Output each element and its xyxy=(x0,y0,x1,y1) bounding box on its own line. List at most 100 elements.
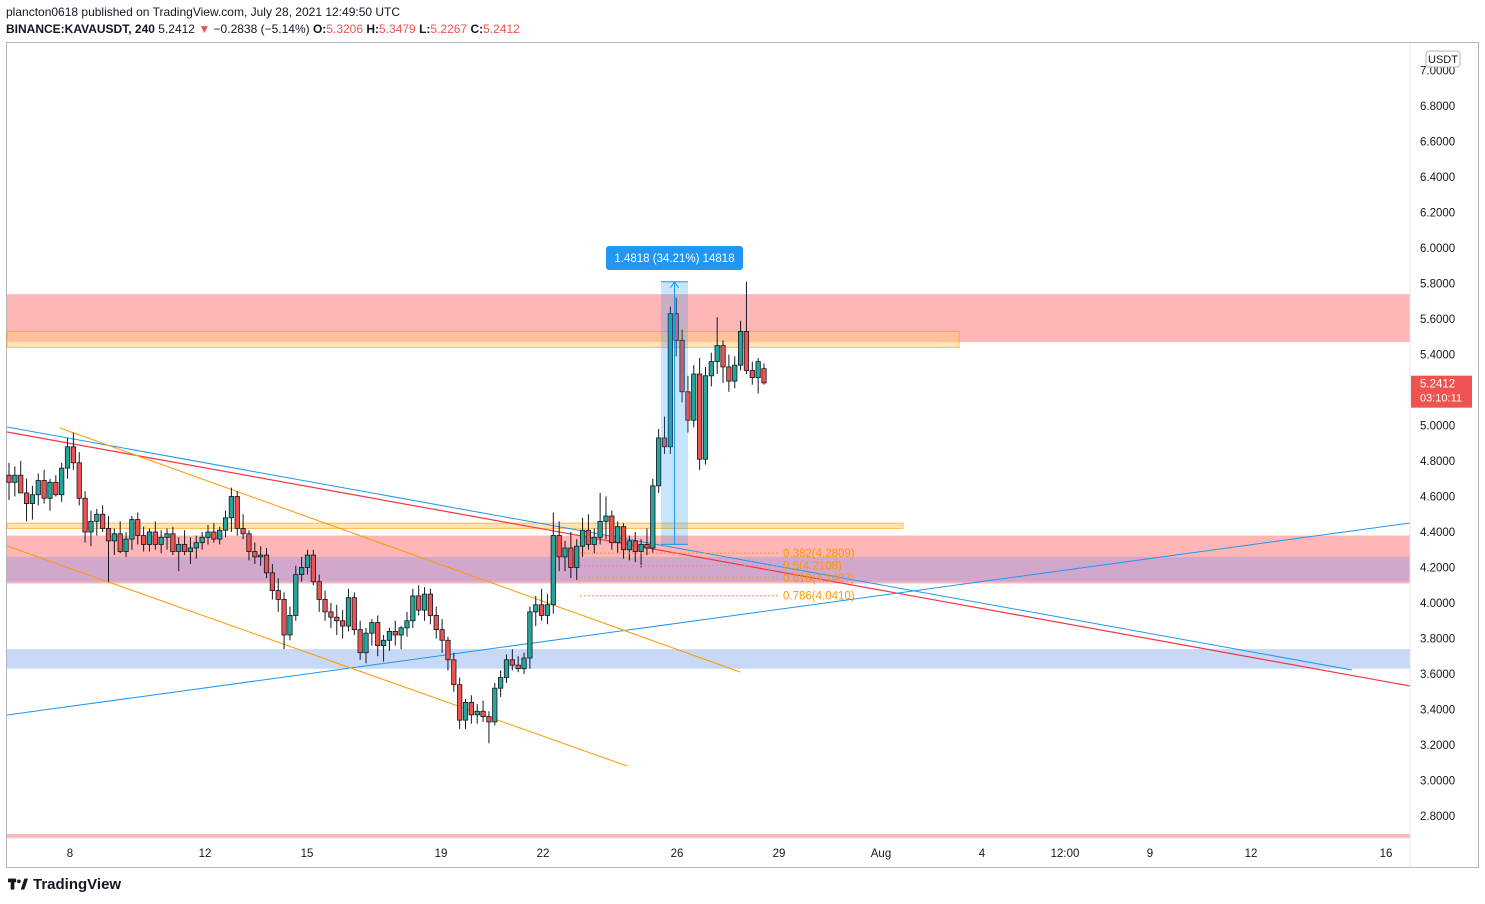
chart-frame[interactable] xyxy=(6,42,1479,868)
candle-body xyxy=(498,677,504,689)
candle xyxy=(462,698,469,730)
candle xyxy=(41,469,47,504)
candle xyxy=(702,366,709,465)
candle-body xyxy=(228,496,235,519)
zone-bottom-band xyxy=(7,834,1410,838)
candle xyxy=(544,594,551,625)
candle-body xyxy=(714,345,720,363)
candle xyxy=(416,585,422,616)
candle-body xyxy=(258,554,264,558)
candle xyxy=(732,356,738,389)
measure-label-box xyxy=(606,246,743,270)
candle-body xyxy=(726,366,732,382)
candle-body xyxy=(556,535,562,558)
candle-body xyxy=(316,581,322,600)
candle-body xyxy=(176,544,182,552)
candle xyxy=(357,620,363,660)
candle-body xyxy=(275,590,281,600)
y-tick-label: 3.4000 xyxy=(1420,705,1455,717)
candle-body xyxy=(246,533,252,552)
x-tick-label: 19 xyxy=(435,848,448,860)
candle-body xyxy=(380,639,387,647)
candle-body xyxy=(293,574,299,616)
candle-body xyxy=(187,547,194,552)
y-tick-label: 4.6000 xyxy=(1420,492,1455,504)
candle xyxy=(410,588,416,628)
candle xyxy=(445,636,451,671)
candle-body xyxy=(661,437,668,448)
candle xyxy=(626,535,632,561)
candle-body xyxy=(410,595,416,622)
candle xyxy=(421,587,428,621)
candle xyxy=(29,485,36,520)
candle xyxy=(152,521,158,550)
fib-label-2: 0.618(4.1407) xyxy=(783,573,855,585)
candle-body xyxy=(322,599,328,613)
candle xyxy=(714,317,720,375)
countdown-label: 03:10:11 xyxy=(1420,393,1462,405)
candle-body xyxy=(749,370,755,378)
candle xyxy=(340,610,346,639)
candle-body xyxy=(521,657,527,670)
candle-body xyxy=(135,519,141,536)
x-tick-label: 22 xyxy=(537,848,550,860)
candle xyxy=(170,526,176,556)
candle xyxy=(749,361,755,385)
x-tick-label: 26 xyxy=(671,848,684,860)
candle-body xyxy=(375,622,381,647)
low-label: L: xyxy=(419,22,431,36)
candle-body xyxy=(667,313,673,448)
x-tick-label: 8 xyxy=(67,848,73,860)
candle xyxy=(123,532,129,557)
candle-body xyxy=(486,716,492,723)
candle xyxy=(217,526,223,545)
candle-body xyxy=(737,331,744,366)
candle-body xyxy=(252,551,258,558)
candle-body xyxy=(35,480,41,496)
tradingview-footer: TradingView xyxy=(8,876,121,893)
candle-body xyxy=(111,533,117,542)
candle-body xyxy=(345,597,352,627)
candle xyxy=(12,466,18,497)
candle-body xyxy=(129,519,135,540)
y-tick-label: 6.0000 xyxy=(1420,243,1455,255)
candle-body xyxy=(597,520,603,538)
candle-body xyxy=(457,684,463,721)
candle-body xyxy=(702,375,709,460)
candle-body xyxy=(685,391,691,421)
candle-body xyxy=(199,536,205,544)
candle-body xyxy=(538,604,545,616)
candle xyxy=(310,549,316,586)
candle xyxy=(53,475,59,497)
candle xyxy=(176,537,182,572)
fib-label-1: 0.5(4.2108) xyxy=(783,561,842,573)
candle-body xyxy=(562,547,568,558)
candle xyxy=(211,523,217,543)
candle-body xyxy=(12,474,18,483)
candle xyxy=(433,606,439,639)
y-tick-label: 3.0000 xyxy=(1420,776,1455,788)
y-tick-label: 7.0000 xyxy=(1420,66,1455,78)
candle-body xyxy=(299,567,305,575)
candle xyxy=(363,627,369,664)
candle-body xyxy=(509,659,515,666)
publisher-line: plancton0618 published on TradingView.co… xyxy=(6,5,400,19)
y-tick-label: 4.0000 xyxy=(1420,598,1455,610)
fib-label-3: 0.786(4.0410) xyxy=(783,591,855,603)
y-tick-label: 5.8000 xyxy=(1420,279,1455,291)
candle xyxy=(451,652,457,692)
candle xyxy=(574,539,580,580)
candle-body xyxy=(416,595,422,611)
candle xyxy=(351,592,357,635)
symbol-label: BINANCE:KAVAUSDT, 240 xyxy=(6,22,155,36)
candle xyxy=(427,588,433,625)
x-tick-label: 16 xyxy=(1380,848,1393,860)
candle xyxy=(281,592,287,650)
candle-body xyxy=(310,554,316,583)
last-price: 5.2412 xyxy=(158,22,195,36)
tradingview-logo-icon xyxy=(8,878,28,890)
candle-body xyxy=(615,526,621,544)
y-tick-label: 6.2000 xyxy=(1420,208,1455,220)
candle-body xyxy=(76,462,82,499)
